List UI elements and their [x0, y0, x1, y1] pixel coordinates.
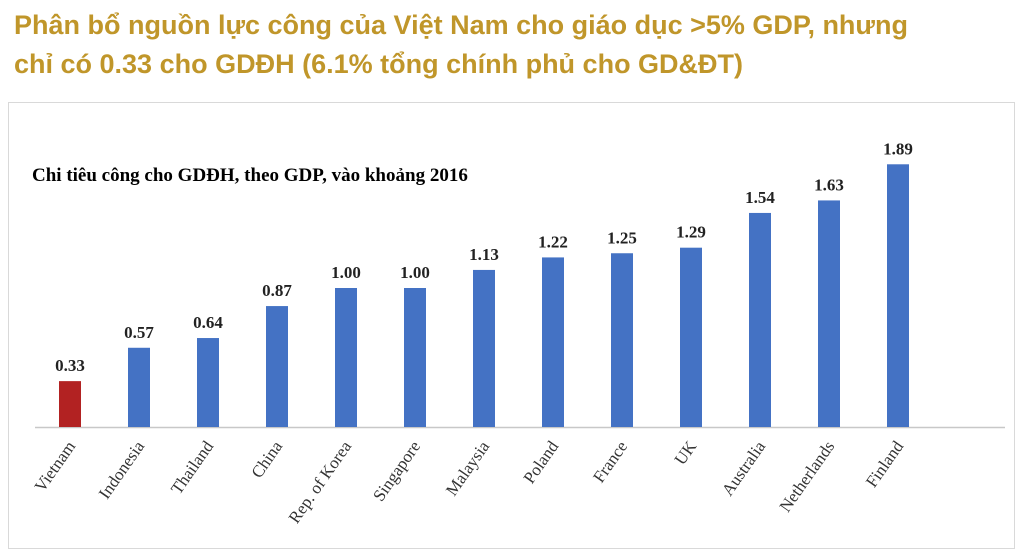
chart-title: Chi tiêu công cho GDĐH, theo GDP, vào kh… [32, 165, 468, 186]
bar-vietnam [59, 381, 81, 427]
data-label: 1.89 [883, 139, 913, 158]
data-label: 1.22 [538, 232, 568, 251]
data-label: 1.63 [814, 175, 844, 194]
title-line-2: chỉ có 0.33 cho GDĐH (6.1% tổng chính ph… [14, 49, 744, 79]
title-line-1: Phân bổ nguồn lực công của Việt Nam cho … [14, 10, 908, 40]
x-tick-label: Vietnam [31, 437, 80, 495]
bar-finland [887, 164, 909, 428]
data-label: 0.33 [55, 356, 85, 375]
bar-rep-of-korea [335, 288, 357, 427]
x-tick-label: Netherlands [776, 437, 839, 515]
data-label: 0.57 [124, 323, 154, 342]
data-label: 1.00 [400, 263, 430, 282]
x-tick-label: Malaysia [442, 437, 494, 499]
data-label: 1.25 [607, 228, 637, 247]
bar-thailand [197, 338, 219, 427]
x-tick-label: Singapore [369, 437, 424, 504]
data-label: 1.29 [676, 223, 706, 242]
x-tick-label: Finland [862, 437, 908, 491]
x-tick-label: Rep. of Korea [285, 437, 356, 527]
bar-singapore [404, 288, 426, 427]
bar-australia [749, 212, 771, 427]
x-tick-label: UK [671, 437, 701, 469]
bar-netherlands [818, 200, 840, 427]
bar-uk [680, 247, 702, 427]
x-tick-label: China [247, 437, 286, 482]
bar-france [611, 253, 633, 427]
x-tick-label: France [589, 437, 631, 486]
page-title: Phân bổ nguồn lực công của Việt Nam cho … [14, 6, 1014, 84]
bar-poland [542, 257, 564, 427]
bar-china [266, 306, 288, 427]
bar-indonesia [128, 347, 150, 427]
x-tick-label: Poland [520, 437, 563, 487]
data-label: 1.54 [745, 188, 775, 207]
x-tick-label: Thailand [167, 437, 218, 498]
x-tick-label: Indonesia [95, 437, 149, 502]
data-label: 1.00 [331, 263, 361, 282]
chart-frame [8, 102, 1015, 549]
x-tick-label: Australia [718, 437, 770, 499]
data-label: 1.13 [469, 245, 499, 264]
data-label: 0.87 [262, 281, 292, 300]
bar-malaysia [473, 269, 495, 427]
data-label: 0.64 [193, 313, 223, 332]
